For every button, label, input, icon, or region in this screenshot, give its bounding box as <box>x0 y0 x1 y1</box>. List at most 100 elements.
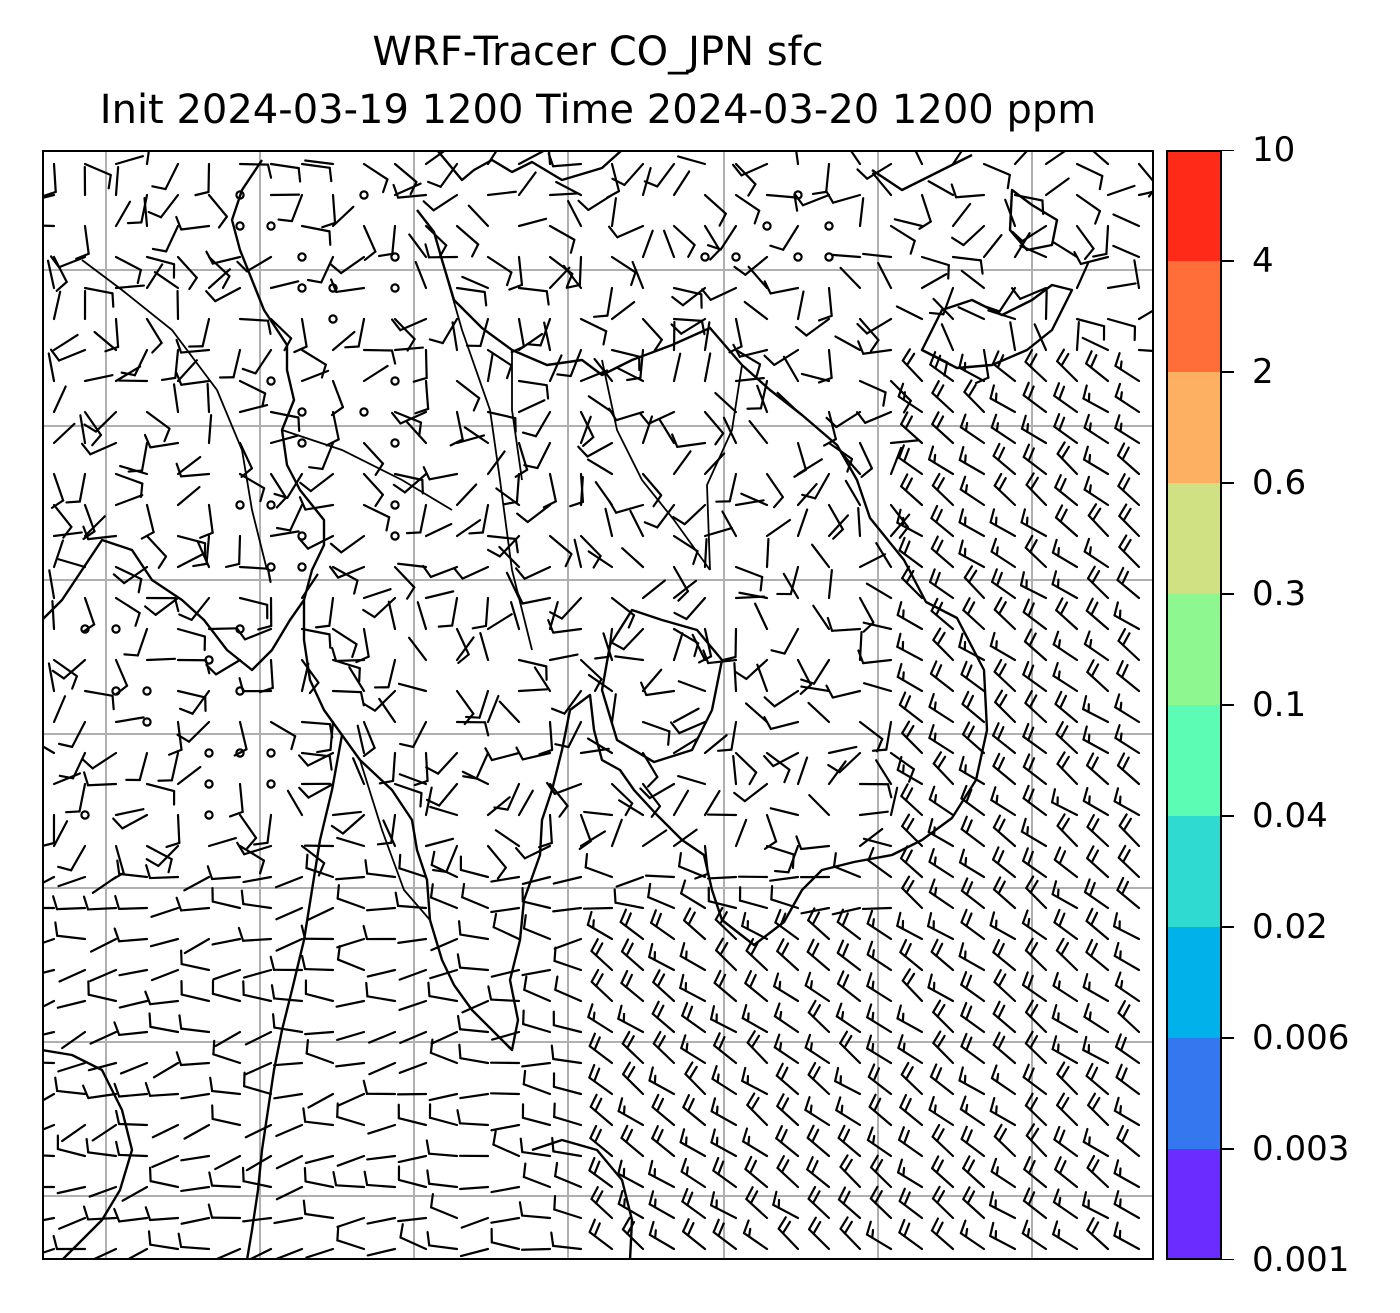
wind-barb <box>807 1061 831 1096</box>
wind-barb <box>617 1004 645 1034</box>
wind-barb <box>148 1012 180 1034</box>
wind-barb <box>1033 323 1048 352</box>
wind-barb <box>640 681 676 697</box>
wind-barb <box>144 990 180 1006</box>
wind-barb <box>126 193 149 225</box>
wind-barb <box>336 1216 366 1228</box>
wind-barb <box>362 348 397 365</box>
wind-barb <box>620 1124 645 1158</box>
wind-barb <box>1086 565 1110 600</box>
wind-barb <box>810 543 831 569</box>
wind-barb <box>901 348 924 383</box>
colorbar-tick-label: 0.1 <box>1252 685 1307 725</box>
wind-barb <box>378 697 397 724</box>
wind-barb <box>587 1003 614 1034</box>
wind-barb <box>604 507 614 538</box>
wind-barb <box>913 150 924 166</box>
wind-barb <box>992 442 1017 476</box>
wind-barb <box>275 1185 304 1201</box>
colorbar-tick-label: 0.003 <box>1252 1129 1350 1169</box>
wind-barb <box>745 937 769 972</box>
wind-barb <box>858 197 865 228</box>
colorbar-tick-label: 0.3 <box>1252 574 1307 614</box>
wind-barb <box>1116 566 1141 600</box>
wind-barb <box>336 1154 366 1167</box>
wind-barb <box>556 348 583 378</box>
wind-barb <box>242 1216 273 1223</box>
wind-barb <box>951 255 984 275</box>
wind-barb <box>607 224 645 239</box>
wind-barb <box>804 1096 831 1127</box>
wind-barb <box>773 1002 800 1034</box>
wind-barbs <box>42 150 1154 1260</box>
wind-barb <box>490 906 521 914</box>
wind-barb <box>52 772 82 786</box>
wind-barb <box>49 255 87 269</box>
wind-barb <box>48 569 56 600</box>
wind-barb <box>397 682 428 693</box>
wind-barb <box>56 1185 87 1195</box>
wind-barb <box>57 875 87 888</box>
wind-barb <box>300 720 334 739</box>
calm-marker <box>359 407 369 417</box>
wind-barb <box>1082 694 1110 724</box>
coastline-north <box>436 150 623 182</box>
wind-barb <box>362 162 389 194</box>
wind-barb <box>713 969 738 1003</box>
wind-barb <box>42 1247 56 1255</box>
wind-barb <box>144 596 180 616</box>
wind-barb <box>927 180 955 197</box>
wind-barb <box>83 689 115 711</box>
wind-barb <box>305 853 335 879</box>
calm-marker <box>793 252 803 262</box>
wind-barb <box>362 689 397 712</box>
colorbar-ticks <box>1221 150 1234 1260</box>
wind-barb <box>145 864 180 880</box>
wind-barb <box>1075 162 1104 191</box>
wind-barb <box>238 162 273 179</box>
wind-barb <box>837 1186 862 1220</box>
wind-barb <box>147 1230 180 1251</box>
wind-barb <box>773 972 800 1003</box>
wind-barb <box>711 1065 738 1096</box>
wind-barb <box>83 515 106 538</box>
wind-barb <box>765 844 795 869</box>
wind-barb <box>422 193 459 212</box>
wind-barb <box>651 1125 676 1158</box>
wind-barb <box>796 290 805 321</box>
wind-barb <box>756 663 769 693</box>
wind-barb <box>1024 690 1048 724</box>
calm-marker <box>824 221 834 231</box>
wind-barb <box>330 278 366 294</box>
wind-barb <box>207 1203 242 1220</box>
wind-barb <box>356 724 366 755</box>
wind-barb <box>745 1186 769 1220</box>
wind-barb <box>236 255 273 273</box>
wind-barb <box>176 255 198 291</box>
wind-barb <box>114 494 144 507</box>
wind-barb <box>147 193 180 219</box>
wind-barb <box>425 751 459 775</box>
wind-barb <box>113 1207 149 1223</box>
wind-barb <box>896 1004 924 1034</box>
wind-barb <box>337 1092 366 1107</box>
wind-barb <box>990 568 1017 600</box>
wind-barb <box>889 224 916 255</box>
wind-barb <box>756 384 769 414</box>
wind-barb <box>494 829 521 848</box>
wind-barb <box>52 503 73 539</box>
wind-barb <box>1114 382 1141 414</box>
wind-barb <box>808 794 831 817</box>
wind-barb <box>712 1218 738 1251</box>
wind-barb <box>336 945 366 972</box>
wind-barb <box>920 273 948 290</box>
border-5 <box>706 364 743 571</box>
wind-barb <box>898 691 924 724</box>
wind-barb <box>458 1043 490 1065</box>
wind-barb <box>553 946 583 972</box>
wind-barb <box>490 1227 521 1251</box>
wind-barb <box>42 1154 56 1158</box>
wind-barb <box>551 1136 583 1158</box>
wind-barb <box>58 751 87 780</box>
wind-barb <box>989 508 1017 538</box>
